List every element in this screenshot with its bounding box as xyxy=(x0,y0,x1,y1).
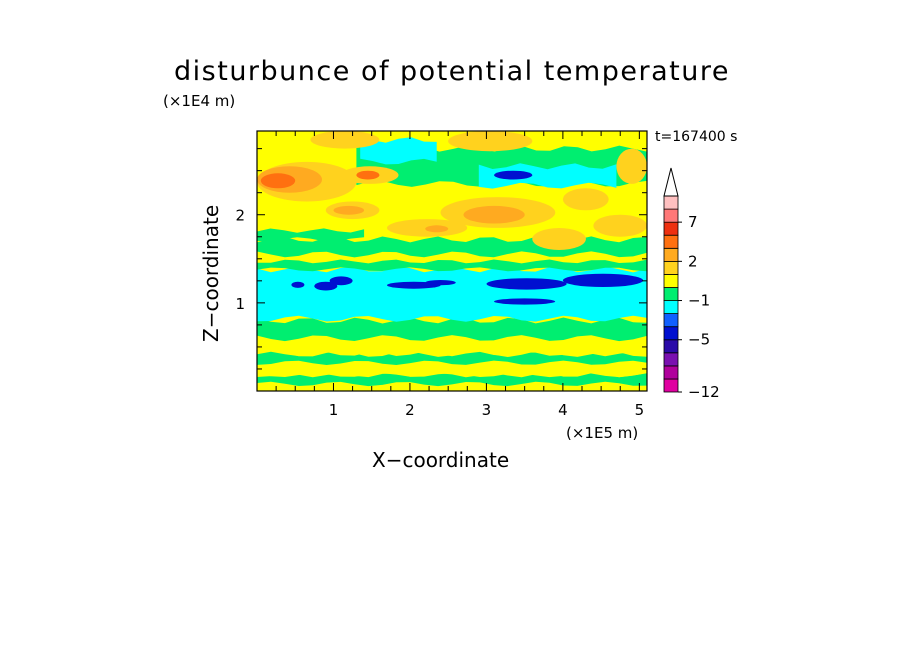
contour-band xyxy=(257,365,647,378)
y-tick-label: 2 xyxy=(235,207,245,225)
contour-blob xyxy=(562,273,644,287)
colorbar-segment xyxy=(663,208,679,223)
contour-band xyxy=(257,228,365,242)
plot-frame xyxy=(256,130,648,392)
contour-blob xyxy=(291,281,305,288)
contour-blob xyxy=(333,205,365,215)
contour-blob xyxy=(532,228,586,250)
contour-band xyxy=(257,383,647,391)
contour-blob xyxy=(493,298,556,305)
colorbar-segment xyxy=(663,234,679,249)
colorbar-segment xyxy=(663,247,679,262)
contour-blob xyxy=(329,276,353,286)
contour-band xyxy=(257,259,647,272)
contour-blob xyxy=(260,173,296,189)
contour-blob xyxy=(356,170,380,180)
x-tick-label: 4 xyxy=(558,401,568,419)
contour-blob xyxy=(310,131,380,149)
colorbar-segment xyxy=(663,260,679,275)
contour-blob xyxy=(616,148,647,184)
colorbar-segment xyxy=(663,378,679,393)
contour-blob xyxy=(448,131,533,152)
contour-blob xyxy=(494,170,533,180)
contour-blob xyxy=(425,280,456,286)
colorbar-label: 7 xyxy=(688,213,698,231)
contour-band xyxy=(257,351,647,365)
colorbar-segment xyxy=(663,352,679,367)
colorbar-label: −1 xyxy=(688,292,710,310)
field-layer xyxy=(257,131,647,391)
time-label: t=167400 s xyxy=(655,129,738,145)
contour-blob xyxy=(593,214,647,237)
contour-band xyxy=(360,136,437,165)
colorbar-segment xyxy=(663,300,679,315)
axis-ticks: 1 2 3 4 5 1 2 xyxy=(235,131,647,419)
colorbar-label: 2 xyxy=(688,252,698,270)
colorbar-extend-arrow xyxy=(663,167,679,197)
contour-blob xyxy=(562,188,609,211)
x-tick-label: 5 xyxy=(635,401,645,419)
contour-blob xyxy=(314,281,338,291)
x-tick-label: 1 xyxy=(329,401,339,419)
x-tick-label: 3 xyxy=(482,401,492,419)
colorbar-segment xyxy=(663,313,679,328)
x-tick-label: 2 xyxy=(405,401,415,419)
colorbar-segment xyxy=(663,326,679,341)
contour-blob xyxy=(486,278,567,290)
contour-blob xyxy=(463,205,525,224)
contour-blob xyxy=(425,225,449,233)
x-axis-unit: (×1E5 m) xyxy=(566,424,639,442)
colorbar-label: −5 xyxy=(688,331,710,349)
colorbar-segment xyxy=(663,287,679,302)
y-tick-label: 1 xyxy=(235,295,245,313)
colorbar-label: −12 xyxy=(688,383,720,401)
chart-title: disturbunce of potential temperature xyxy=(174,56,730,87)
colorbar-segment xyxy=(663,273,679,288)
colorbar-segment xyxy=(663,221,679,236)
colorbar: 7 2 −1 −5 −12 xyxy=(663,167,720,401)
contour-band xyxy=(257,336,647,357)
colorbar-segment xyxy=(663,339,679,354)
x-axis-label: X−coordinate xyxy=(372,448,510,472)
colorbar-segment xyxy=(663,365,679,380)
y-axis-unit: (×1E4 m) xyxy=(163,92,236,110)
colorbar-segment xyxy=(663,195,679,210)
contour-band xyxy=(257,317,647,342)
contour-band xyxy=(478,163,617,189)
